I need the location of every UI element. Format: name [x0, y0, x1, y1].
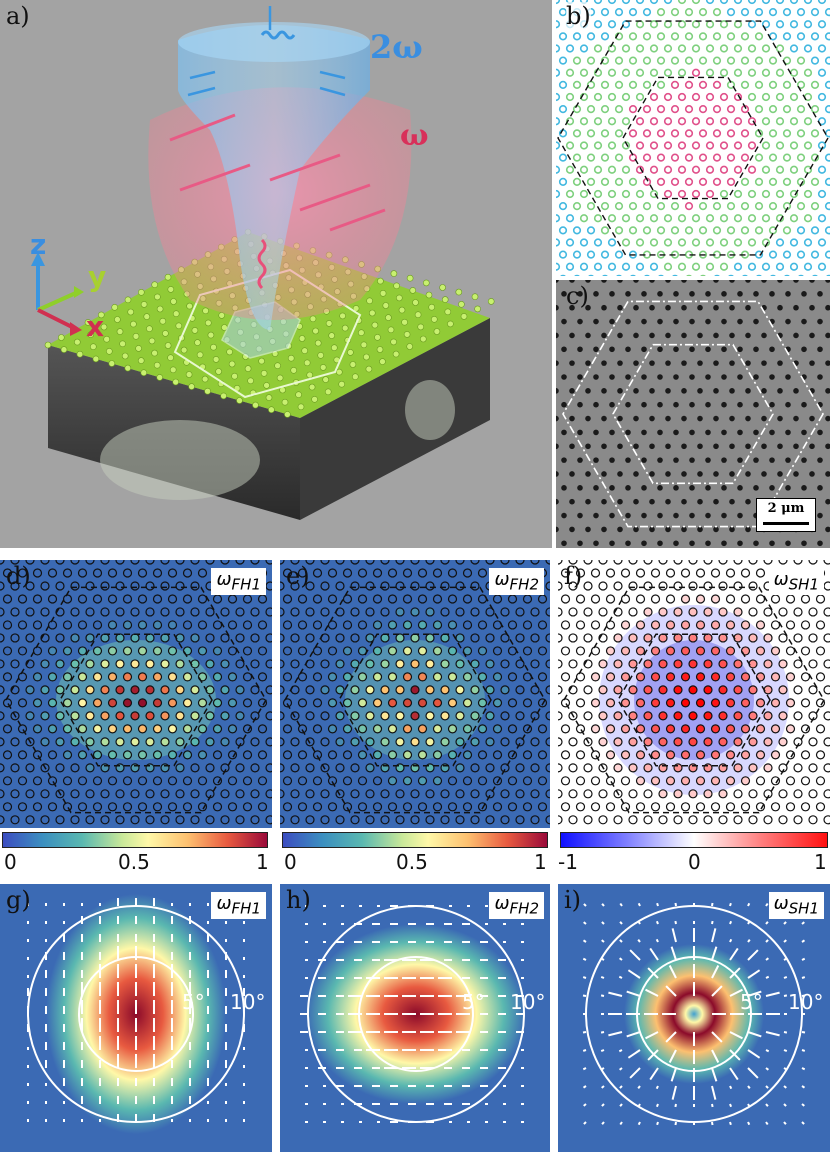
panel-h-ring-outer: 10°: [510, 990, 546, 1014]
panel-h-ring-inner: 5°: [462, 990, 485, 1014]
beam-2w-label: 2ω: [370, 28, 423, 66]
colorbar-1-max: 1: [256, 850, 269, 874]
panel-b: b): [556, 0, 830, 276]
panel-c-label: c): [566, 282, 589, 310]
panel-h-label: h): [286, 886, 311, 914]
colorbar-2-mid: 0.5: [396, 850, 428, 874]
panel-g-ring-outer: 10°: [230, 990, 266, 1014]
panel-e-field-map: [280, 560, 550, 825]
axis-y-label: y: [88, 260, 107, 293]
scale-bar-label: 2 μm: [767, 501, 805, 516]
panel-d: d) ωFH1: [0, 560, 272, 828]
colorbar-2-min: 0: [284, 850, 297, 874]
colorbar-1-mid: 0.5: [118, 850, 150, 874]
beam-w-label: ω: [400, 118, 429, 153]
panel-b-label: b): [566, 2, 591, 30]
panel-g-label: g): [6, 886, 31, 914]
panel-i-ring-outer: 10°: [788, 990, 824, 1014]
panel-i-label: i): [564, 886, 582, 914]
panel-f-mode-label: ωSH1: [768, 568, 824, 595]
panel-d-mode-label: ωFH1: [211, 568, 266, 595]
colorbar-3: [560, 832, 828, 848]
colorbar-3-mid: 0: [688, 850, 701, 874]
panel-e-label: e): [286, 562, 310, 590]
axis-x-label: x: [86, 310, 105, 343]
panel-g-mode-label: ωFH1: [211, 892, 266, 919]
colorbar-2-max: 1: [534, 850, 547, 874]
panel-e: e) ωFH2: [280, 560, 550, 828]
sh-wave-packet: [260, 30, 296, 40]
panel-h-farfield: [300, 905, 526, 1123]
blue-arrows: [187, 6, 346, 97]
panel-f-label: f): [564, 562, 583, 590]
panel-e-mode-label: ωFH2: [489, 568, 544, 595]
panel-h: h) ωFH2 5° 10°: [280, 884, 550, 1152]
axis-z-label: z: [30, 228, 47, 261]
panel-f: f) ωSH1: [558, 560, 830, 828]
panel-c: c) 2 μm: [556, 280, 830, 548]
panel-g: g) ωFH1 5° 10°: [0, 884, 272, 1152]
panel-f-field-map: [558, 560, 830, 825]
colorbar-3-max: 1: [814, 850, 827, 874]
panel-b-lattice: [556, 0, 830, 276]
coordinate-axes: [31, 252, 84, 336]
scale-bar: 2 μm: [756, 498, 816, 532]
colorbar-1-min: 0: [4, 850, 17, 874]
colorbar-2: [282, 832, 548, 848]
fh-wave-packet: [257, 238, 267, 290]
panel-a-illustration: [31, 6, 495, 520]
panel-i-ring-inner: 5°: [740, 990, 763, 1014]
panel-i-mode-label: ωSH1: [768, 892, 824, 919]
panel-h-mode-label: ωFH2: [489, 892, 544, 919]
panel-a-label: a): [6, 2, 30, 30]
panel-d-field-map: [0, 560, 272, 825]
panel-i: i) ωSH1 5° 10°: [558, 884, 830, 1152]
panel-g-farfield: [27, 894, 245, 1134]
panel-a: a) 2ω ω z y x: [0, 0, 552, 548]
panel-i-farfield: [582, 902, 806, 1126]
slab-right: [300, 318, 490, 520]
panel-d-label: d): [6, 562, 31, 590]
red-arrows: [169, 113, 386, 232]
colorbar-1: [2, 832, 268, 848]
colorbar-3-min: -1: [558, 850, 578, 874]
panel-g-ring-inner: 5°: [182, 990, 205, 1014]
